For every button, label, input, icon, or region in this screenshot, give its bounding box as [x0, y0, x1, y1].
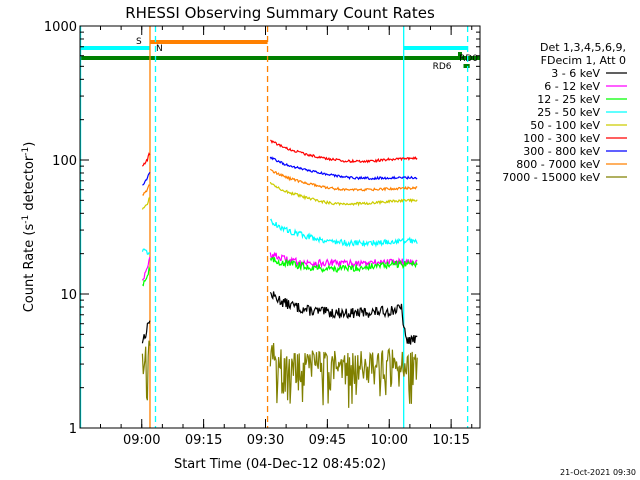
- legend-label-2: 6 - 12 keV: [544, 80, 600, 93]
- series-line-9-part-1: [141, 340, 151, 401]
- legend-label-5: 50 - 100 keV: [530, 119, 600, 132]
- x-axis-title: Start Time (04-Dec-12 08:45:02): [174, 457, 386, 472]
- series-line-8-part-1: [142, 184, 151, 196]
- plot-area: S N RD0 RD6 09:00 09:15 09:30 09:45 10:00 10:15 1 1…: [44, 20, 481, 448]
- x-tick-label-4: 09:45: [309, 433, 346, 448]
- y-tick-label-4: 1000: [44, 20, 77, 35]
- legend-label-3: 12 - 25 keV: [537, 93, 600, 106]
- chart-title: RHESSI Observing Summary Count Rates: [125, 4, 435, 22]
- series-line-9-part-2: [269, 342, 418, 408]
- overlay-label-rd0: RD0: [459, 54, 478, 64]
- series-line-7-part-2: [269, 156, 418, 181]
- plot-frame: [79, 25, 481, 429]
- series-line-7-part-1: [142, 171, 151, 186]
- x-tick-label-5: 10:00: [371, 433, 408, 448]
- y-axis-title-part-5: ): [22, 142, 37, 147]
- legend-header-2: FDecim 1, Att 0: [541, 54, 626, 67]
- y-axis-title-part-2: -1: [21, 215, 31, 224]
- y-tick-label-3: 100: [52, 154, 77, 169]
- x-tick-label-1: 09:00: [123, 433, 160, 448]
- series-line-1-part-2: [269, 291, 418, 345]
- y-tick-label-1: 1: [69, 422, 77, 437]
- series-line-3-part-1: [142, 265, 151, 287]
- y-axis-title: Count Rate (s-1 detector-1): [21, 142, 37, 313]
- legend: Det 1,3,4,5,6,9,FDecim 1, Att 03 - 6 keV…: [502, 41, 627, 184]
- x-tick-label-3: 09:30: [247, 433, 284, 448]
- overlay-label-s: S: [136, 37, 142, 47]
- overlay-label-n: N: [156, 44, 163, 54]
- footer-date: 21-Oct-2021 09:30: [560, 468, 636, 477]
- legend-label-1: 3 - 6 keV: [551, 67, 600, 80]
- series-line-6-part-1: [141, 152, 151, 167]
- overlay-marker-rd0: [458, 52, 462, 58]
- legend-label-6: 100 - 300 keV: [523, 132, 600, 145]
- series-line-4-part-2: [269, 218, 418, 248]
- y-axis-title-part-4: -1: [21, 147, 31, 156]
- x-tick-label-2: 09:15: [185, 433, 222, 448]
- legend-label-4: 25 - 50 keV: [537, 106, 600, 119]
- series-line-6-part-2: [270, 139, 418, 164]
- series-line-4-part-1: [141, 248, 151, 255]
- series-line-5-part-1: [141, 197, 151, 210]
- legend-label-8: 800 - 7000 keV: [516, 158, 600, 171]
- legend-label-7: 300 - 800 keV: [523, 145, 600, 158]
- series-line-8-part-2: [269, 168, 418, 192]
- x-tick-label-6: 10:15: [432, 433, 469, 448]
- series-line-3-part-2: [269, 256, 418, 274]
- legend-header-1: Det 1,3,4,5,6,9,: [540, 41, 626, 54]
- legend-label-9: 7000 - 15000 keV: [502, 171, 600, 184]
- y-tick-label-2: 10: [60, 288, 77, 303]
- series-line-5-part-2: [269, 181, 418, 207]
- series-line-1-part-1: [141, 320, 151, 344]
- y-axis-title-part-3: detector: [22, 155, 37, 215]
- y-axis-title-part-1: Count Rate (s: [22, 224, 37, 313]
- series-line-2-part-1: [141, 256, 151, 281]
- overlay-label-rd6: RD6: [433, 62, 452, 72]
